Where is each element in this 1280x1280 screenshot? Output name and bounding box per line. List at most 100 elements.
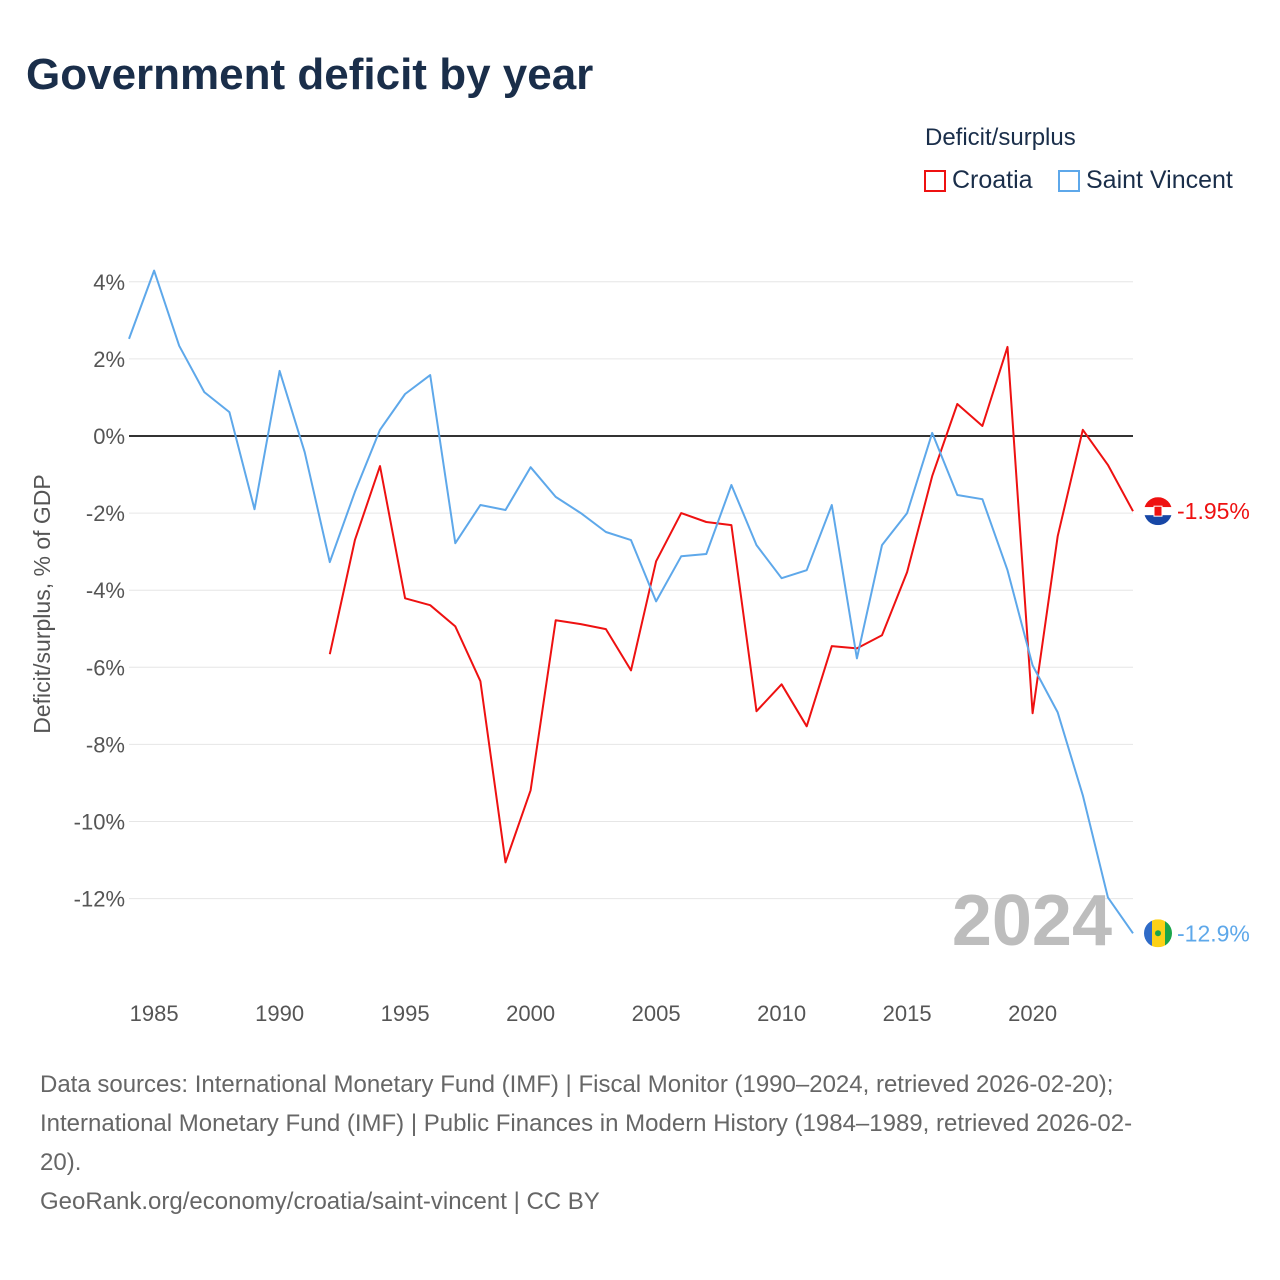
data-point-saint-vincent[interactable] bbox=[1130, 930, 1136, 936]
data-point-croatia[interactable] bbox=[528, 787, 534, 793]
data-point-saint-vincent[interactable] bbox=[703, 551, 709, 557]
data-point-saint-vincent[interactable] bbox=[628, 537, 634, 543]
attribution-link[interactable]: GeoRank.org/economy/croatia/saint-vincen… bbox=[40, 1188, 600, 1215]
data-point-croatia[interactable] bbox=[1030, 710, 1036, 716]
data-point-saint-vincent[interactable] bbox=[176, 343, 182, 349]
data-point-saint-vincent[interactable] bbox=[929, 430, 935, 436]
flag-icon-croatia bbox=[1144, 497, 1172, 526]
data-point-saint-vincent[interactable] bbox=[829, 502, 835, 508]
data-point-saint-vincent[interactable] bbox=[377, 427, 383, 433]
data-point-saint-vincent[interactable] bbox=[1105, 894, 1111, 900]
data-point-saint-vincent[interactable] bbox=[277, 368, 283, 374]
data-point-croatia[interactable] bbox=[779, 681, 785, 687]
data-point-croatia[interactable] bbox=[678, 510, 684, 516]
legend-title: Deficit/surplus bbox=[925, 124, 1076, 151]
data-point-croatia[interactable] bbox=[628, 667, 634, 673]
data-point-saint-vincent[interactable] bbox=[879, 542, 885, 548]
data-point-saint-vincent[interactable] bbox=[578, 510, 584, 516]
series-line-croatia[interactable] bbox=[328, 345, 1134, 864]
data-point-saint-vincent[interactable] bbox=[452, 540, 458, 546]
data-point-saint-vincent[interactable] bbox=[1030, 662, 1036, 668]
line-chart: 4% 2% 0% -2% -4% -6% -8% -10% -12% 1985 1990 1995 20… bbox=[29, 268, 1250, 1026]
data-point-croatia[interactable] bbox=[829, 643, 835, 649]
data-point-saint-vincent[interactable] bbox=[804, 567, 810, 573]
data-point-croatia[interactable] bbox=[979, 423, 985, 429]
data-point-saint-vincent[interactable] bbox=[151, 268, 157, 274]
data-point-croatia[interactable] bbox=[904, 569, 910, 575]
x-tick-label: 1985 bbox=[130, 1001, 179, 1026]
sources-line: International Monetary Fund (IMF) | Publ… bbox=[40, 1110, 1133, 1137]
data-point-saint-vincent[interactable] bbox=[226, 409, 232, 415]
data-point-saint-vincent[interactable] bbox=[678, 553, 684, 559]
legend-swatch-croatia bbox=[924, 169, 946, 192]
x-tick-label: 2015 bbox=[883, 1001, 932, 1026]
data-point-croatia[interactable] bbox=[553, 617, 559, 623]
y-tick-label: -4% bbox=[86, 578, 125, 603]
data-point-croatia[interactable] bbox=[1105, 462, 1111, 468]
data-point-croatia[interactable] bbox=[653, 558, 659, 564]
data-point-saint-vincent[interactable] bbox=[503, 507, 509, 513]
y-tick-label: 0% bbox=[93, 424, 125, 449]
series-line-saint-vincent[interactable] bbox=[128, 269, 1134, 934]
data-point-croatia[interactable] bbox=[352, 537, 358, 543]
data-point-saint-vincent[interactable] bbox=[402, 391, 408, 397]
x-tick-label: 2010 bbox=[757, 1001, 806, 1026]
legend-label: Croatia bbox=[952, 166, 1033, 194]
data-point-croatia[interactable] bbox=[503, 859, 509, 865]
data-point-saint-vincent[interactable] bbox=[1005, 567, 1011, 573]
y-tick-label: -2% bbox=[86, 501, 125, 526]
data-point-croatia[interactable] bbox=[452, 623, 458, 629]
x-tick-label: 1990 bbox=[255, 1001, 304, 1026]
flag-icon-saint-vincent bbox=[1144, 919, 1172, 948]
x-tick-label: 2005 bbox=[632, 1001, 681, 1026]
data-point-saint-vincent[interactable] bbox=[779, 575, 785, 581]
data-point-saint-vincent[interactable] bbox=[126, 336, 132, 342]
data-point-croatia[interactable] bbox=[954, 401, 960, 407]
data-point-croatia[interactable] bbox=[1055, 533, 1061, 539]
data-point-saint-vincent[interactable] bbox=[854, 655, 860, 661]
data-point-croatia[interactable] bbox=[603, 626, 609, 632]
data-point-croatia[interactable] bbox=[578, 621, 584, 627]
data-point-croatia[interactable] bbox=[477, 678, 483, 684]
data-point-saint-vincent[interactable] bbox=[1055, 709, 1061, 715]
data-point-saint-vincent[interactable] bbox=[954, 492, 960, 498]
data-point-croatia[interactable] bbox=[703, 519, 709, 525]
data-point-saint-vincent[interactable] bbox=[352, 489, 358, 495]
sources-line: 20). bbox=[40, 1149, 82, 1176]
data-point-croatia[interactable] bbox=[1080, 427, 1086, 433]
data-point-croatia[interactable] bbox=[1130, 508, 1136, 514]
data-point-saint-vincent[interactable] bbox=[327, 559, 333, 565]
x-tick-label: 2000 bbox=[506, 1001, 555, 1026]
data-point-saint-vincent[interactable] bbox=[1080, 792, 1086, 798]
data-point-saint-vincent[interactable] bbox=[603, 529, 609, 535]
data-point-croatia[interactable] bbox=[929, 473, 935, 479]
data-point-saint-vincent[interactable] bbox=[477, 502, 483, 508]
legend-item-croatia[interactable]: Croatia bbox=[924, 166, 1033, 195]
y-tick-label: -6% bbox=[86, 655, 125, 680]
data-point-croatia[interactable] bbox=[327, 651, 333, 657]
data-point-saint-vincent[interactable] bbox=[728, 482, 734, 488]
data-point-saint-vincent[interactable] bbox=[553, 494, 559, 500]
data-point-saint-vincent[interactable] bbox=[904, 510, 910, 516]
data-point-croatia[interactable] bbox=[377, 463, 383, 469]
end-label-croatia: -1.95% bbox=[1177, 498, 1250, 524]
data-point-croatia[interactable] bbox=[804, 723, 810, 729]
data-point-croatia[interactable] bbox=[879, 632, 885, 638]
data-point-saint-vincent[interactable] bbox=[754, 542, 760, 548]
data-point-saint-vincent[interactable] bbox=[201, 389, 207, 395]
data-point-croatia[interactable] bbox=[427, 602, 433, 608]
data-point-saint-vincent[interactable] bbox=[302, 449, 308, 455]
data-point-croatia[interactable] bbox=[754, 708, 760, 714]
year-watermark: 2024 bbox=[952, 881, 1112, 961]
data-point-saint-vincent[interactable] bbox=[653, 598, 659, 604]
data-point-saint-vincent[interactable] bbox=[252, 506, 258, 512]
data-point-saint-vincent[interactable] bbox=[528, 464, 534, 470]
legend-swatch-saint-vincent bbox=[1058, 169, 1080, 192]
data-point-saint-vincent[interactable] bbox=[979, 496, 985, 502]
legend-item-saint-vincent[interactable]: Saint Vincent bbox=[1058, 166, 1233, 195]
data-point-croatia[interactable] bbox=[402, 595, 408, 601]
data-point-saint-vincent[interactable] bbox=[427, 372, 433, 378]
data-point-croatia[interactable] bbox=[728, 522, 734, 528]
data-point-croatia[interactable] bbox=[1005, 344, 1011, 350]
y-axis-label: Deficit/surplus, % of GDP bbox=[29, 474, 55, 733]
